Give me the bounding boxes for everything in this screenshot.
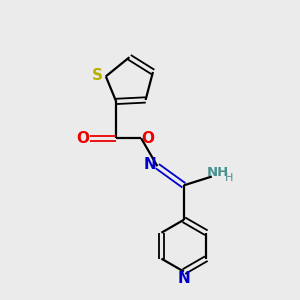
Text: N: N bbox=[143, 157, 156, 172]
Text: O: O bbox=[141, 131, 154, 146]
Text: H: H bbox=[224, 173, 233, 183]
Text: N: N bbox=[178, 272, 190, 286]
Text: O: O bbox=[77, 131, 90, 146]
Text: NH: NH bbox=[207, 167, 230, 179]
Text: S: S bbox=[92, 68, 103, 83]
